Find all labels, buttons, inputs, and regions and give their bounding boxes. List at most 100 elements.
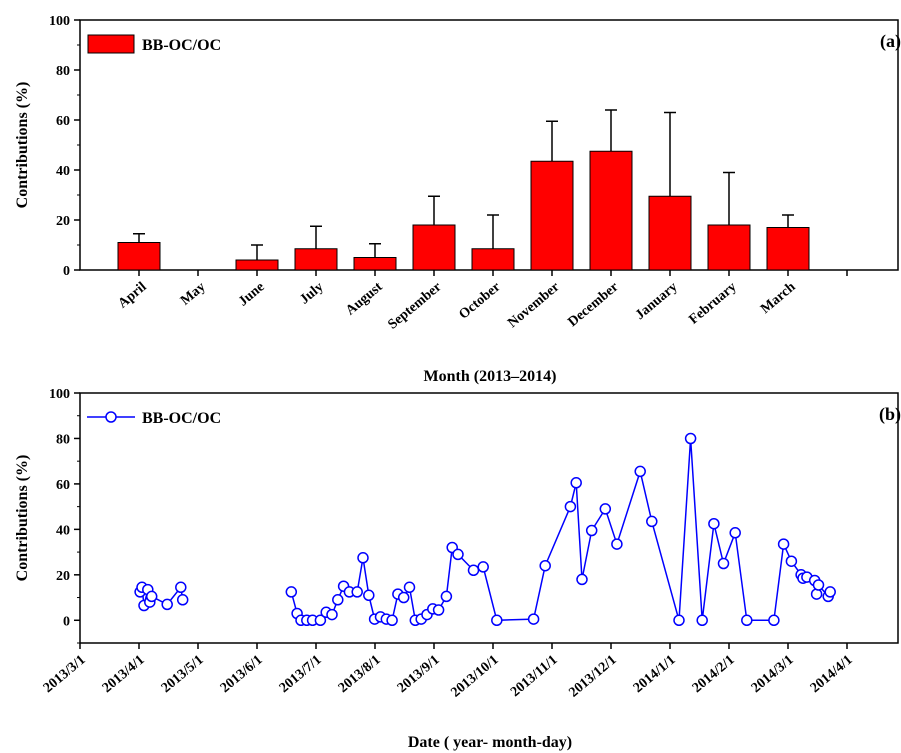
- panel-b-x-tick-label: 2013/10/1: [448, 653, 501, 701]
- bar-july: [294, 248, 338, 271]
- data-point: [351, 586, 363, 598]
- data-point: [812, 579, 825, 591]
- data-point: [326, 608, 338, 621]
- panel-b-points: [134, 432, 836, 627]
- panel-a-x-tick-label: April: [115, 280, 149, 312]
- data-point: [175, 581, 187, 594]
- data-point: [576, 573, 588, 586]
- panel-a-y-ticks: 0 20 40 60 80 100: [49, 14, 80, 279]
- panel-b-y-ticks: 0 20 40 60 80 100: [49, 387, 80, 644]
- data-point: [539, 559, 551, 572]
- panel-b-x-tick-label: 2013/12/1: [566, 653, 619, 701]
- data-point: [696, 614, 708, 627]
- data-point: [599, 503, 612, 515]
- data-point: [452, 548, 464, 561]
- panel-a-x-tick-label: May: [178, 280, 208, 309]
- data-point: [564, 500, 577, 513]
- data-point: [708, 517, 720, 530]
- panel-b-x-tick-label: 2013/5/1: [159, 653, 207, 696]
- panel-a-y-tick-label: 80: [56, 64, 70, 79]
- panel-b-x-tick-label: 2013/8/1: [336, 653, 384, 696]
- panel-a-x-tick-label: September: [385, 280, 444, 333]
- panel-b-y-tick-label: 80: [56, 432, 70, 447]
- panel-b-y-tick-label: 0: [63, 614, 70, 629]
- data-point: [717, 557, 730, 570]
- panel-b-x-tick-label: 2014/1/1: [631, 653, 679, 696]
- data-point: [161, 598, 173, 611]
- data-point: [611, 538, 623, 550]
- panel-b-legend: BB-OC/OC: [87, 410, 221, 427]
- panel-a-label: (a): [880, 31, 901, 52]
- bar-june: [235, 259, 279, 271]
- data-point: [777, 538, 790, 550]
- data-point: [386, 614, 398, 627]
- panel-b-lines: [139, 438, 831, 622]
- data-point: [397, 591, 410, 604]
- panel-a-x-tick-label: July: [297, 280, 326, 308]
- data-point: [646, 515, 658, 528]
- bar-january: [648, 195, 692, 271]
- data-point: [432, 604, 445, 616]
- data-point: [824, 586, 836, 598]
- panel-a-x-tick-label: March: [758, 279, 799, 316]
- panel-a-x-tick-label: November: [505, 280, 562, 331]
- data-point: [467, 564, 480, 577]
- panel-b-x-tick-label: 2013/9/1: [395, 653, 443, 696]
- panel-a-x-tick-label: June: [236, 280, 268, 310]
- panel-b-x-ticks: 2013/3/1 2013/4/1 2013/5/1 2013/6/1 2013/7/1…: [41, 643, 856, 701]
- panel-a-y-tick-label: 40: [56, 164, 70, 179]
- panel-a-legend: BB-OC/OC: [87, 34, 221, 54]
- panel-b-x-tick-label: 2013/3/1: [41, 653, 89, 696]
- panel-a-x-tick-label: December: [565, 280, 621, 330]
- panel-a-y-tick-label: 20: [56, 214, 70, 229]
- data-point: [440, 590, 453, 603]
- bar-september: [412, 224, 456, 271]
- panel-b-legend-marker: [105, 411, 117, 423]
- bar-august: [353, 257, 397, 271]
- data-point: [145, 590, 158, 603]
- data-point: [634, 465, 646, 478]
- bar-december: [589, 150, 633, 271]
- panel-a-x-tick-label: February: [686, 280, 739, 328]
- data-point: [491, 614, 503, 627]
- bar-march: [766, 227, 810, 271]
- data-point: [741, 614, 753, 627]
- panel-a-error-bars: [133, 109, 794, 260]
- data-point: [585, 524, 598, 537]
- data-point: [810, 588, 823, 600]
- panel-b-x-axis-title: Date ( year- month-day): [408, 734, 572, 751]
- panel-b-x-tick-label: 2013/6/1: [218, 653, 266, 696]
- data-point: [285, 586, 298, 598]
- panel-b-y-axis-title: Contributions (%): [14, 455, 31, 582]
- data-point: [314, 614, 327, 627]
- panel-a-y-tick-label: 100: [49, 14, 70, 29]
- panel-a-x-tick-label: January: [633, 280, 681, 323]
- panel-b-x-tick-label: 2014/4/1: [808, 653, 856, 696]
- panel-b-x-tick-label: 2013/4/1: [100, 653, 148, 696]
- panel-b-y-tick-label: 100: [49, 387, 70, 402]
- panel-b-x-tick-label: 2014/2/1: [690, 653, 738, 696]
- panel-a-y-tick-label: 60: [56, 114, 70, 129]
- data-point: [673, 614, 685, 627]
- data-point: [363, 589, 375, 602]
- panel-b-x-tick-label: 2014/3/1: [749, 653, 797, 696]
- panel-b-legend-label: BB-OC/OC: [142, 410, 221, 427]
- panel-b: 0 20 40 60 80 100 2013/3/1 2013/4/1 2013/5/1 201…: [14, 387, 901, 751]
- data-point: [477, 561, 489, 573]
- panel-b-y-tick-label: 60: [56, 478, 70, 493]
- data-point: [357, 552, 369, 564]
- panel-a-legend-label: BB-OC/OC: [142, 37, 221, 54]
- panel-a-y-axis-title: Contributions (%): [14, 82, 31, 209]
- data-point: [332, 594, 344, 606]
- data-point: [570, 477, 582, 489]
- data-point: [729, 527, 741, 539]
- panel-b-y-tick-label: 40: [56, 523, 70, 538]
- bar-november: [530, 160, 574, 271]
- bar-february: [707, 224, 751, 271]
- data-point: [527, 613, 540, 625]
- panel-b-y-tick-label: 20: [56, 569, 70, 584]
- panel-b-frame: [79, 392, 899, 644]
- panel-a-y-tick-label: 0: [63, 264, 70, 279]
- data-point: [684, 432, 697, 445]
